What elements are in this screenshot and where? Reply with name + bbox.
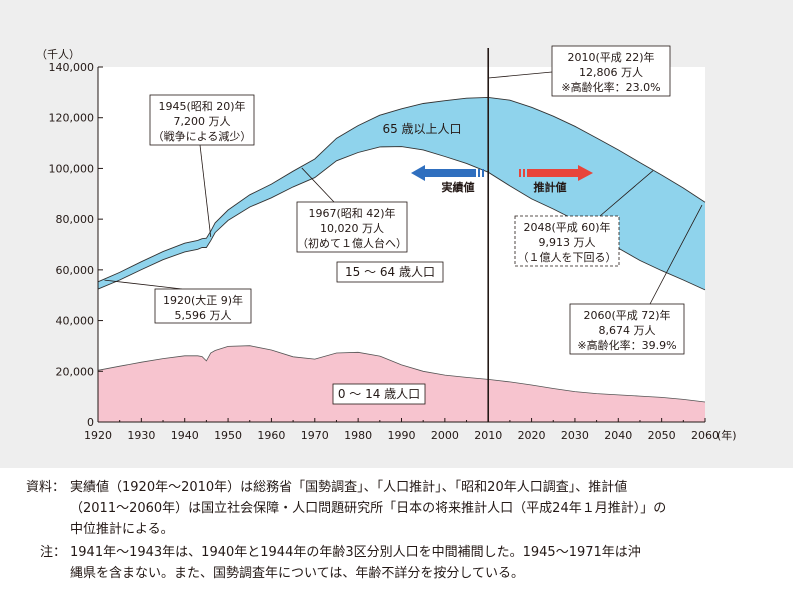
series-label-65-plus: 65 歳以上人口 <box>382 122 461 136</box>
x-tick-label: 2020 <box>518 429 546 442</box>
annotation-1967-text: （初めて１億人台へ） <box>297 236 407 250</box>
annotation-1945-text: （戦争による減少） <box>153 129 252 143</box>
y-tick-label: 100,000 <box>49 162 95 175</box>
series-label-15-64-box <box>336 261 444 283</box>
annotation-2010-leader <box>488 71 553 79</box>
series-label-15-64: 15 ～ 64 歳人口 <box>345 265 435 279</box>
y-tick-label: 20,000 <box>56 365 95 378</box>
annotation-1945: 1945(昭和 20)年 7,200 万人（戦争による減少） <box>149 94 255 237</box>
x-tick-label: 2010 <box>474 429 502 442</box>
y-tick-label: 120,000 <box>49 112 95 125</box>
x-tick-label: 2030 <box>561 429 589 442</box>
annotation-2048: 2048(平成 60)年 9,913 万人 （１億人を下回る） <box>514 170 654 267</box>
annotation-1920: 1920(大正 9)年 5,596 万人 <box>104 279 252 324</box>
actual-arrow-tick <box>482 169 484 177</box>
annotation-2060-text: 2060(平成 72)年 <box>583 308 670 322</box>
annotation-1945-text: 1945(昭和 20)年 <box>158 99 245 113</box>
annotation-2048-text: （１億人を下回る） <box>518 251 617 264</box>
annotation-1920-text: 5,596 万人 <box>175 309 232 322</box>
projected-label: 推計値 <box>534 180 567 194</box>
annotation-1967-box <box>296 201 408 253</box>
annotation-2010-text: ※高齢化率：23.0% <box>561 80 660 94</box>
population-chart: 0 20,000 40,000 60,000 80,000 100,000 120,000 1… <box>36 45 737 442</box>
x-tick-label: 1990 <box>388 429 416 442</box>
annotation-2010-text: 12,806 万人 <box>579 66 643 79</box>
annotation-2010-box <box>551 45 671 97</box>
projected-arrow <box>519 165 593 181</box>
annotation-2060: 2060(平成 72)年 8,674 万人※高齢化率：39.9% <box>569 204 703 355</box>
x-tick-label: 2000 <box>431 429 459 442</box>
x-tick-label: 1930 <box>127 429 155 442</box>
annotation-2060-text: ※高齢化率：39.9% <box>577 338 676 352</box>
annotation-2048-box <box>514 215 620 267</box>
projected-arrow-shape <box>527 165 593 181</box>
x-tick-label: 1950 <box>214 429 242 442</box>
actual-arrow-tick <box>478 169 480 177</box>
actual-arrow-shape <box>411 165 476 181</box>
y-tick-label: 0 <box>87 416 94 429</box>
annotation-1967-text: 10,020 万人 <box>320 222 384 235</box>
actual-arrow <box>411 165 484 181</box>
x-tick-label: 1920 <box>84 429 112 442</box>
annotation-1967: 1967(昭和 42)年 10,020 万人（初めて１億人台へ） <box>296 167 408 253</box>
projected-arrow-tick <box>519 169 521 177</box>
source-line-1: 実績値（1920年～2010年）は総務省「国勢調査」、「人口推計」、「昭和20年… <box>70 480 628 495</box>
x-unit-label: (年) <box>717 428 737 442</box>
x-tick-label: 1940 <box>171 429 199 442</box>
note-head: 注： <box>40 545 67 560</box>
note-line-2: 縄県を含まない。また、国勢調査年については、年齢不詳分を按分している。 <box>70 566 524 581</box>
area-65-plus <box>98 97 705 290</box>
x-tick-label: 2050 <box>648 429 676 442</box>
annotation-1920-box <box>154 288 252 324</box>
y-unit-label: （千人） <box>36 48 80 61</box>
line-0-14-top <box>97 345 706 403</box>
series-label-0-14-box <box>332 383 426 405</box>
x-tick-label: 1960 <box>257 429 285 442</box>
annotation-1967-leader <box>301 167 335 203</box>
actual-label: 実績値 <box>442 180 475 194</box>
x-tick-label: 1980 <box>344 429 372 442</box>
annotation-1945-box <box>149 94 255 146</box>
annotation-2048-text: 2048(平成 60)年 <box>523 220 610 234</box>
annotation-2048-leader <box>599 170 654 217</box>
y-tick-label: 140,000 <box>49 61 95 74</box>
y-tick-label: 40,000 <box>56 315 95 328</box>
x-tick-label: 2060 <box>691 429 719 442</box>
y-tick-label: 60,000 <box>56 264 95 277</box>
annotation-1920-text: 1920(大正 9)年 <box>163 293 243 307</box>
series-label-0-14: 0 ～ 14 歳人口 <box>338 387 420 401</box>
annotation-1920-leader <box>104 279 183 290</box>
y-tick-label: 80,000 <box>56 213 95 226</box>
note-line-1: 1941年～1943年は、1940年と1944年の年齢3区分別人口を中間補間した… <box>70 545 641 560</box>
annotation-2060-leader <box>649 204 703 305</box>
source-line-2: （2011～2060年）は国立社会保障・人口問題研究所「日本の将来推計人口（平成… <box>70 501 667 516</box>
annotation-1945-leader <box>199 144 212 237</box>
annotation-2010-text: 2010(平成 22)年 <box>567 50 654 64</box>
x-tick-label: 1970 <box>301 429 329 442</box>
source-line-3: 中位推計による。 <box>70 522 174 537</box>
annotation-1967-text: 1967(昭和 42)年 <box>308 206 395 220</box>
annotation-2048-text: 9,913 万人 <box>539 236 596 249</box>
annotation-2060-text: 8,674 万人 <box>599 324 656 337</box>
x-tick-label: 2040 <box>604 429 632 442</box>
line-total-top <box>97 96 706 283</box>
source-head: 資料： <box>26 480 66 495</box>
projected-arrow-tick <box>523 169 525 177</box>
annotation-1945-text: 7,200 万人 <box>174 115 231 128</box>
annotation-2060-box <box>569 303 685 355</box>
annotation-2010: 2010(平成 22)年 12,806 万人※高齢化率：23.0% <box>488 45 671 97</box>
